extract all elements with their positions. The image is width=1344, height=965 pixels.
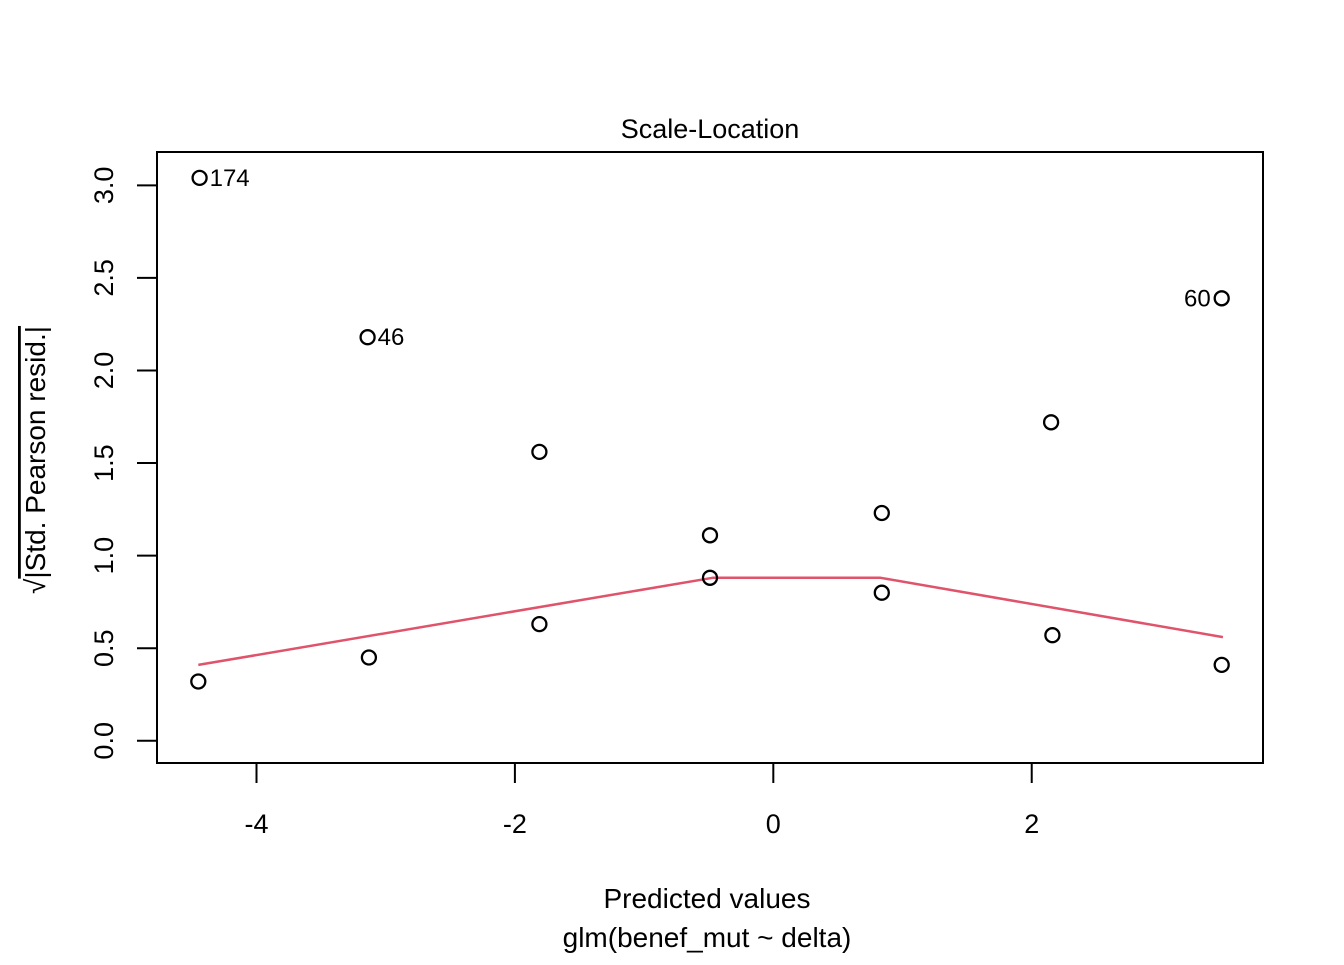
y-tick-label: 1.0 <box>89 537 119 575</box>
y-tick-label: 0.0 <box>89 722 119 760</box>
point-label: 174 <box>210 165 250 192</box>
y-tick-label: 2.5 <box>89 259 119 297</box>
data-point <box>873 584 890 601</box>
data-point <box>359 329 376 346</box>
y-axis-label-expression: |Std. Pearson resid.| <box>20 326 51 579</box>
data-point <box>531 615 548 633</box>
data-point <box>360 649 378 666</box>
point-label: 46 <box>378 324 405 351</box>
y-axis: 0.0 0.5 1.0 1.5 2.0 2.5 3.0 <box>89 167 157 760</box>
data-point <box>190 673 207 690</box>
x-tick-label: -2 <box>503 809 527 839</box>
x-tick-label: 0 <box>766 809 781 839</box>
x-axis: -4 -2 0 2 <box>244 763 1039 839</box>
data-point <box>701 569 719 586</box>
data-point <box>1213 290 1230 307</box>
data-point <box>1044 627 1061 644</box>
y-axis-label: √|Std. Pearson resid.| <box>20 326 51 594</box>
point-label: 60 <box>1184 285 1211 312</box>
model-caption: glm(benef_mut ~ delta) <box>563 922 852 953</box>
plot-border <box>156 151 1264 764</box>
y-tick-label: 0.5 <box>89 629 119 667</box>
plot-title: Scale-Location <box>621 114 800 144</box>
data-point <box>1213 656 1230 674</box>
x-tick-label: -4 <box>244 809 268 839</box>
y-tick-label: 2.0 <box>89 352 119 390</box>
data-point <box>1042 414 1060 431</box>
data-point <box>873 504 890 522</box>
x-axis-label: Predicted values <box>603 883 810 914</box>
data-layer: 174 46 60 <box>190 165 1230 690</box>
data-point <box>191 169 208 187</box>
y-tick-label: 1.5 <box>89 444 119 482</box>
y-tick-label: 3.0 <box>89 167 119 205</box>
data-point <box>531 443 548 461</box>
y-axis-label-radical: √ <box>20 578 51 594</box>
x-tick-label: 2 <box>1024 809 1039 839</box>
data-point <box>701 527 719 544</box>
smooth-line <box>198 576 1224 667</box>
